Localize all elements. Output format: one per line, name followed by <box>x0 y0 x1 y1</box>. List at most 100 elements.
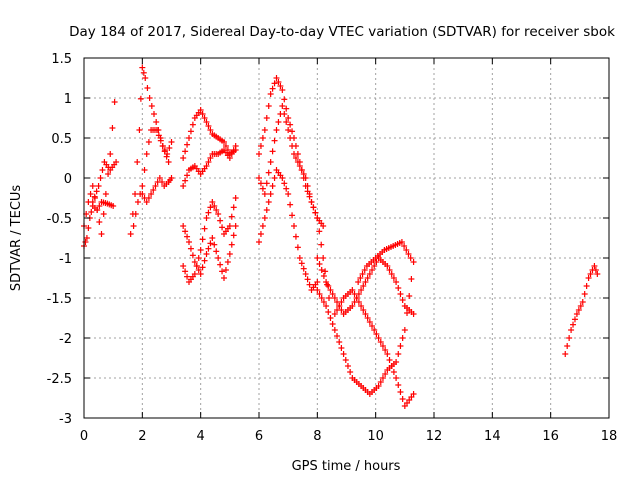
data-point <box>366 319 373 325</box>
data-point <box>407 255 414 261</box>
data-point <box>263 180 270 187</box>
data-point <box>281 111 288 117</box>
data-point <box>211 203 218 209</box>
data-point <box>261 191 268 197</box>
data-point <box>325 283 332 289</box>
data-point <box>289 212 296 219</box>
x-tick-label: 18 <box>601 429 618 444</box>
data-point <box>327 315 334 321</box>
data-point <box>353 295 360 301</box>
data-point <box>390 275 397 281</box>
data-point <box>205 159 212 165</box>
data-point <box>410 391 417 397</box>
data-point <box>256 175 262 181</box>
data-point <box>267 191 274 197</box>
data-point <box>197 271 204 277</box>
data-point <box>273 127 280 133</box>
data-point <box>562 351 569 357</box>
data-point <box>342 357 349 363</box>
data-point <box>166 145 173 151</box>
data-point <box>334 307 341 313</box>
y-tick-label: -1.5 <box>47 292 72 307</box>
data-point <box>155 132 162 139</box>
data-point <box>265 199 272 205</box>
data-point <box>203 119 210 125</box>
x-tick-label: 14 <box>484 429 501 444</box>
y-tick-label: 1.5 <box>51 52 72 67</box>
data-point <box>207 155 214 161</box>
data-point <box>351 291 358 297</box>
data-point <box>318 267 325 273</box>
data-point <box>360 283 367 289</box>
data-point <box>259 185 266 192</box>
data-point <box>89 199 96 205</box>
data-point <box>331 327 338 333</box>
data-point <box>140 69 147 76</box>
data-point <box>326 295 332 301</box>
data-point <box>207 204 214 211</box>
y-tick-label: 0 <box>64 172 72 187</box>
x-tick-label: 4 <box>197 429 205 444</box>
data-point <box>83 235 90 241</box>
data-point <box>318 241 325 248</box>
data-point <box>277 83 284 89</box>
data-point <box>361 267 368 273</box>
data-point <box>398 239 405 245</box>
data-point <box>566 335 573 341</box>
data-point <box>180 183 187 189</box>
data-point <box>161 148 168 155</box>
data-point <box>382 371 389 377</box>
data-point <box>340 351 347 357</box>
data-point <box>285 127 292 133</box>
data-point <box>302 271 309 277</box>
data-point <box>110 203 117 209</box>
data-point <box>292 233 299 240</box>
data-point <box>564 343 571 349</box>
data-point <box>150 187 157 193</box>
data-point <box>199 264 206 271</box>
x-tick-label: 0 <box>80 429 88 444</box>
y-tick-label: -0.5 <box>47 212 72 227</box>
data-point <box>217 217 224 224</box>
data-point <box>271 137 278 144</box>
x-tick-label: 6 <box>255 429 263 444</box>
data-point <box>187 128 194 135</box>
data-point <box>371 327 378 333</box>
grid <box>84 58 609 418</box>
data-point <box>139 183 146 189</box>
data-point <box>156 175 163 181</box>
data-point <box>257 231 264 237</box>
y-tick-label: -2 <box>59 332 72 347</box>
data-point <box>369 323 376 329</box>
data-point <box>331 311 338 317</box>
data-point <box>581 291 588 297</box>
data-point <box>287 201 294 208</box>
data-point <box>393 279 400 285</box>
data-point <box>182 177 189 184</box>
data-point <box>296 255 303 261</box>
data-point <box>338 345 345 351</box>
data-point <box>320 273 327 279</box>
data-point <box>327 287 334 293</box>
data-point <box>82 239 89 245</box>
data-point <box>265 103 272 109</box>
data-point <box>265 169 272 176</box>
data-point <box>87 191 94 197</box>
data-point <box>320 299 327 305</box>
data-point <box>180 223 187 229</box>
data-point <box>132 211 139 217</box>
data-point <box>291 223 297 229</box>
data-point <box>261 127 268 133</box>
x-tick-label: 16 <box>542 429 559 444</box>
data-point <box>269 85 276 92</box>
data-point <box>401 327 408 333</box>
data-point <box>336 339 343 345</box>
data-point <box>145 195 152 201</box>
data-point <box>141 167 148 173</box>
data-point <box>230 147 237 153</box>
data-point <box>211 241 218 248</box>
data-point <box>105 171 112 177</box>
data-point <box>583 283 590 289</box>
data-point <box>579 299 586 305</box>
data-point <box>279 175 286 181</box>
